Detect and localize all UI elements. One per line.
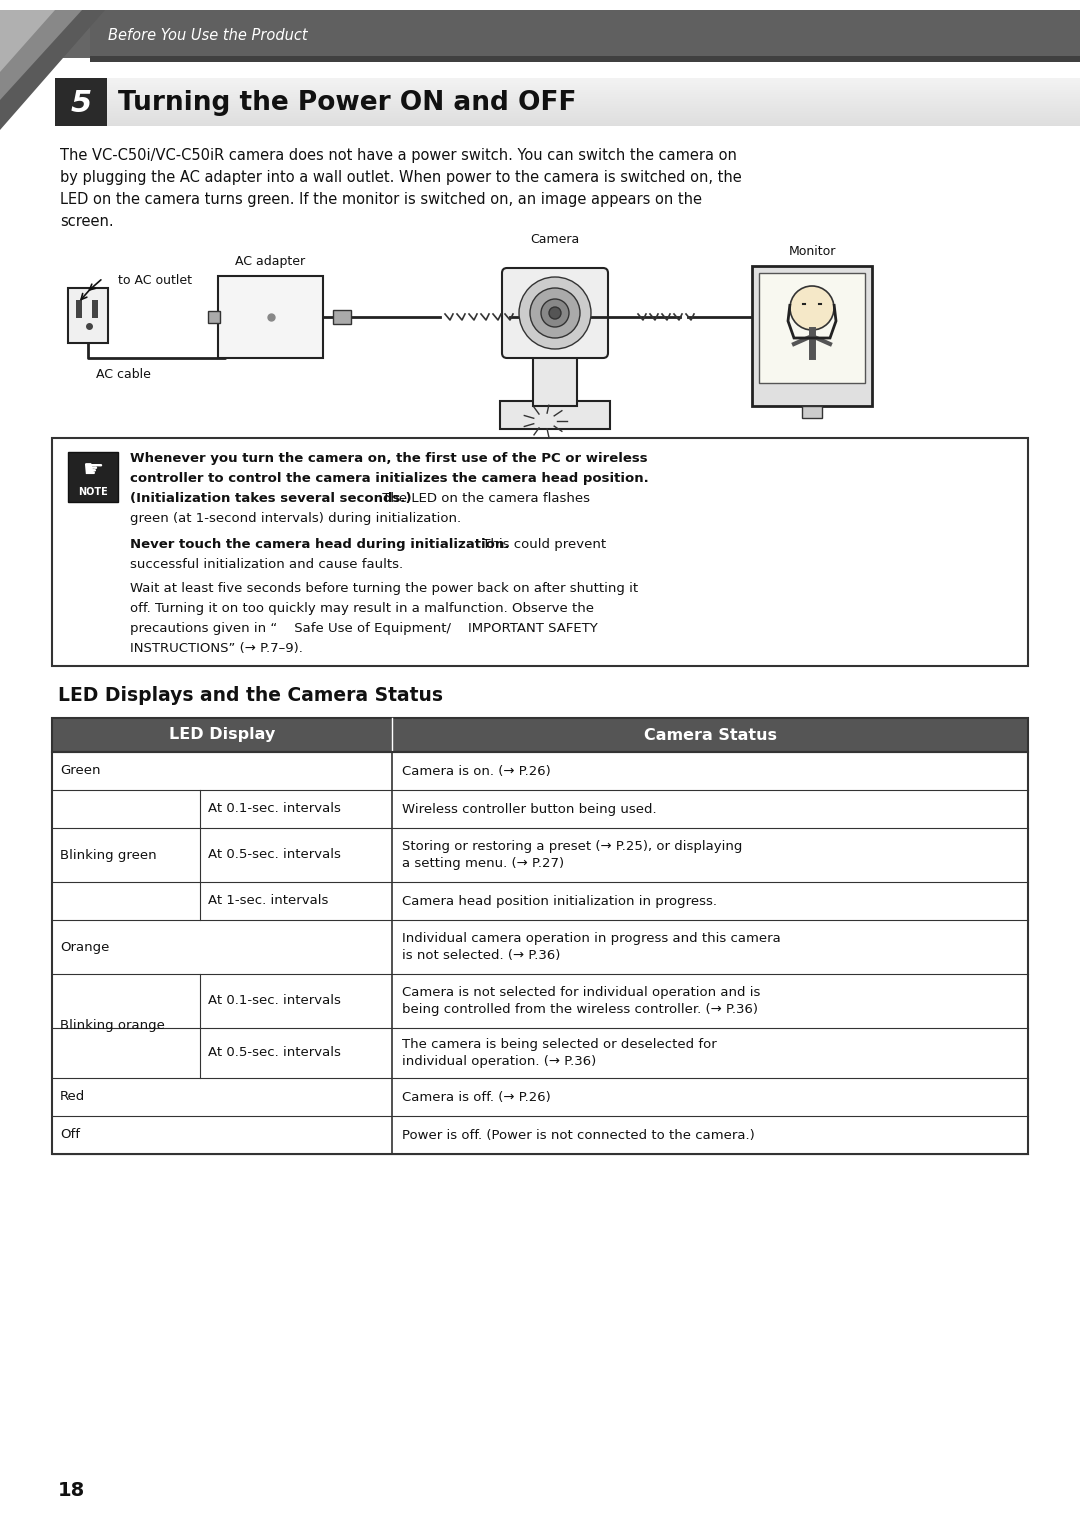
Text: by plugging the AC adapter into a wall outlet. When power to the camera is switc: by plugging the AC adapter into a wall o… [60, 170, 742, 185]
Text: Wait at least five seconds before turning the power back on after shutting it: Wait at least five seconds before turnin… [130, 583, 638, 595]
Text: to AC outlet: to AC outlet [118, 274, 192, 286]
Circle shape [789, 286, 834, 330]
Circle shape [530, 287, 580, 338]
Bar [52, 1027, 1028, 1078]
Text: off. Turning it on too quickly may result in a malfunction. Observe the: off. Turning it on too quickly may resul… [130, 602, 594, 615]
Bar [68, 287, 108, 342]
Bar [52, 882, 1028, 920]
Text: At 0.5-sec. intervals: At 0.5-sec. intervals [208, 1046, 341, 1060]
Bar [218, 277, 323, 358]
Bar [52, 752, 1028, 790]
Text: (Initialization takes several seconds.): (Initialization takes several seconds.) [130, 492, 411, 505]
Circle shape [549, 307, 561, 320]
Text: The VC-C50i/VC-C50iR camera does not have a power switch. You can switch the cam: The VC-C50i/VC-C50iR camera does not hav… [60, 148, 737, 164]
Polygon shape [0, 11, 105, 130]
Text: Green: Green [60, 764, 100, 778]
Text: At 1-sec. intervals: At 1-sec. intervals [208, 894, 328, 908]
Text: controller to control the camera initializes the camera head position.: controller to control the camera initial… [130, 472, 649, 485]
Bar [208, 310, 220, 323]
Text: At 0.1-sec. intervals: At 0.1-sec. intervals [208, 803, 341, 815]
Text: Monitor: Monitor [788, 245, 836, 258]
Bar [52, 829, 1028, 882]
Text: This could prevent: This could prevent [478, 538, 606, 550]
Text: Red: Red [60, 1090, 85, 1104]
Text: At 0.5-sec. intervals: At 0.5-sec. intervals [208, 849, 341, 861]
Bar [90, 57, 1080, 63]
Bar [333, 310, 351, 324]
Text: 18: 18 [58, 1480, 85, 1500]
Text: The camera is being selected or deselected for
individual operation. (→ P.36): The camera is being selected or deselect… [402, 1038, 717, 1069]
Text: green (at 1-second intervals) during initialization.: green (at 1-second intervals) during ini… [130, 512, 461, 524]
Bar [55, 78, 107, 125]
Bar [52, 790, 1028, 829]
Polygon shape [0, 11, 55, 72]
Text: Off: Off [60, 1128, 80, 1142]
Bar [68, 453, 118, 502]
Circle shape [519, 277, 591, 349]
Text: ☛: ☛ [82, 459, 104, 482]
Bar [90, 11, 1080, 58]
Bar [752, 266, 872, 407]
Circle shape [541, 300, 569, 327]
Text: Blinking orange: Blinking orange [60, 1020, 165, 1032]
Text: Power is off. (Power is not connected to the camera.): Power is off. (Power is not connected to… [402, 1128, 755, 1142]
Text: Camera is not selected for individual operation and is
being controlled from the: Camera is not selected for individual op… [402, 986, 760, 1017]
Bar [92, 300, 98, 318]
Text: successful initialization and cause faults.: successful initialization and cause faul… [130, 558, 403, 570]
Text: The LED on the camera flashes: The LED on the camera flashes [378, 492, 590, 505]
Bar [76, 300, 82, 318]
Bar [534, 349, 577, 407]
Text: 5: 5 [70, 89, 92, 118]
Text: AC cable: AC cable [96, 368, 151, 381]
Text: Storing or restoring a preset (→ P.25), or displaying
a setting menu. (→ P.27): Storing or restoring a preset (→ P.25), … [402, 839, 742, 870]
Bar [52, 920, 1028, 974]
Bar [52, 752, 1028, 1154]
Bar [52, 974, 1028, 1027]
Text: Wireless controller button being used.: Wireless controller button being used. [402, 803, 657, 815]
Polygon shape [0, 11, 82, 99]
FancyBboxPatch shape [502, 268, 608, 358]
Text: NOTE: NOTE [78, 488, 108, 497]
Text: LED on the camera turns green. If the monitor is switched on, an image appears o: LED on the camera turns green. If the mo… [60, 193, 702, 206]
Text: INSTRUCTIONS” (→ P.7–9).: INSTRUCTIONS” (→ P.7–9). [130, 642, 302, 654]
Text: Camera: Camera [530, 232, 580, 246]
Text: LED Displays and the Camera Status: LED Displays and the Camera Status [58, 687, 443, 705]
Bar [0, 0, 1080, 11]
Text: Turning the Power ON and OFF: Turning the Power ON and OFF [118, 90, 577, 116]
Text: Camera is on. (→ P.26): Camera is on. (→ P.26) [402, 764, 551, 778]
Text: Whenever you turn the camera on, the first use of the PC or wireless: Whenever you turn the camera on, the fir… [130, 453, 648, 465]
Text: LED Display: LED Display [168, 728, 275, 743]
Bar [52, 1078, 1028, 1116]
Bar [0, 0, 1080, 58]
Bar [759, 274, 865, 382]
Text: At 0.1-sec. intervals: At 0.1-sec. intervals [208, 994, 341, 1008]
Text: screen.: screen. [60, 214, 113, 229]
Text: precautions given in “    Safe Use of Equipment/    IMPORTANT SAFETY: precautions given in “ Safe Use of Equip… [130, 622, 597, 635]
Text: Camera head position initialization in progress.: Camera head position initialization in p… [402, 894, 717, 908]
Bar [52, 719, 1028, 752]
Bar [500, 401, 610, 430]
Text: AC adapter: AC adapter [235, 255, 306, 268]
Bar [802, 407, 822, 417]
Text: Before You Use the Product: Before You Use the Product [108, 28, 308, 43]
Text: Never touch the camera head during initialization.: Never touch the camera head during initi… [130, 538, 510, 550]
Text: Orange: Orange [60, 940, 109, 954]
Text: Blinking green: Blinking green [60, 849, 157, 861]
Bar [52, 1116, 1028, 1154]
Text: Individual camera operation in progress and this camera
is not selected. (→ P.36: Individual camera operation in progress … [402, 931, 781, 962]
Bar [52, 437, 1028, 667]
Text: Camera Status: Camera Status [644, 728, 777, 743]
Text: Camera is off. (→ P.26): Camera is off. (→ P.26) [402, 1090, 551, 1104]
